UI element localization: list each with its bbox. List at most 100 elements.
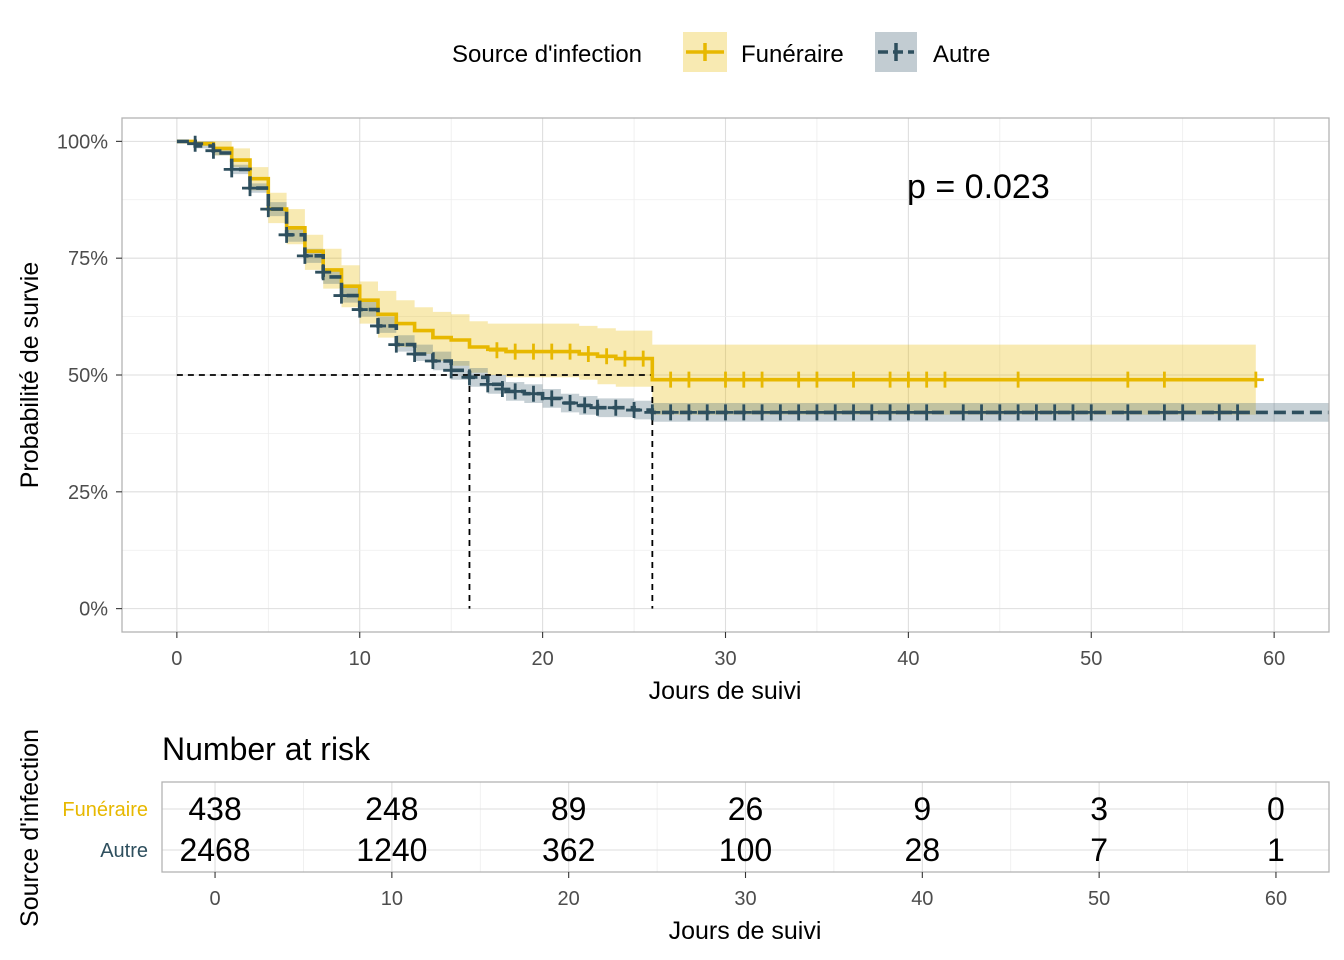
- censor-mark-autre: [845, 404, 862, 421]
- censor-mark-autre: [699, 404, 716, 421]
- censor-mark-autre: [589, 399, 606, 416]
- risk-count-cell: 2468: [179, 832, 250, 868]
- censor-mark-autre: [772, 404, 789, 421]
- censor-mark-autre: [790, 404, 807, 421]
- censor-mark-funeraire: [525, 343, 542, 360]
- censor-mark-autre: [735, 404, 752, 421]
- risk-count-cell: 1240: [356, 832, 427, 868]
- censor-mark-funeraire: [488, 342, 505, 359]
- x-tick-label: 20: [531, 648, 553, 670]
- censor-mark-funeraire: [882, 371, 899, 388]
- censor-marks: [187, 135, 1264, 421]
- censor-mark-funeraire: [735, 371, 752, 388]
- censor-mark-autre: [662, 404, 679, 421]
- risk-count-cell: 3: [1090, 791, 1108, 827]
- risk-table-cells: 438 248 89 26 9 3 0 2468 1240 362 100 28 7 1: [179, 791, 1284, 868]
- confidence-bands: [176, 141, 1329, 422]
- y-tick-label: 100%: [57, 131, 108, 153]
- censor-mark-autre: [1119, 404, 1136, 421]
- censor-mark-funeraire: [900, 371, 917, 388]
- censor-mark-autre: [680, 404, 697, 421]
- censor-mark-autre: [918, 404, 935, 421]
- censor-mark-funeraire: [507, 343, 524, 360]
- censor-mark-autre: [1156, 404, 1173, 421]
- censor-mark-funeraire: [543, 343, 560, 360]
- y-tick-label: 25%: [68, 482, 108, 504]
- risk-table-title: Number at risk: [162, 731, 371, 767]
- censor-mark-autre: [479, 376, 496, 393]
- y-axis-ticks: 0% 25% 50% 75% 100%: [57, 131, 122, 621]
- censor-mark-autre: [296, 247, 313, 264]
- censor-mark-autre: [576, 397, 593, 414]
- x-axis-ticks: 0 10 20 30 40 50 60: [171, 632, 1285, 670]
- x-tick-label: 0: [171, 648, 182, 670]
- risk-count-cell: 1: [1267, 832, 1285, 868]
- censor-mark-funeraire: [754, 371, 771, 388]
- risk-count-cell: 362: [542, 832, 595, 868]
- risk-row-label: Autre: [100, 840, 148, 862]
- censor-mark-funeraire: [936, 371, 953, 388]
- censor-mark-autre: [626, 402, 643, 419]
- censor-mark-funeraire: [1247, 371, 1264, 388]
- censor-mark-funeraire: [717, 371, 734, 388]
- censor-mark-autre: [525, 385, 542, 402]
- censor-mark-autre: [187, 135, 204, 152]
- censor-mark-autre: [955, 404, 972, 421]
- risk-table-grid: [162, 782, 1329, 872]
- censor-mark-autre: [333, 287, 350, 304]
- legend-title: Source d'infection: [452, 41, 642, 68]
- censor-mark-autre: [1229, 404, 1246, 421]
- censor-mark-autre: [543, 390, 560, 407]
- censor-mark-autre: [717, 404, 734, 421]
- censor-mark-autre: [900, 404, 917, 421]
- risk-count-cell: 0: [1267, 791, 1285, 827]
- censor-mark-autre: [863, 404, 880, 421]
- censor-mark-autre: [808, 404, 825, 421]
- censor-mark-autre: [991, 404, 1008, 421]
- censor-mark-autre: [1083, 404, 1100, 421]
- table-x-tick-label: 30: [734, 888, 756, 910]
- risk-count-cell: 438: [188, 791, 241, 827]
- survival-plot: 0 10 20 30 40 50 60 0%25%50%75%100% p = 0.023 …: [16, 117, 1330, 705]
- confidence-band-funeraire: [176, 141, 1256, 415]
- table-x-tick-label: 50: [1088, 888, 1110, 910]
- table-x-tick-label: 10: [381, 888, 403, 910]
- censor-mark-autre: [388, 336, 405, 353]
- censor-mark-autre: [1028, 404, 1045, 421]
- table-x-tick-label: 60: [1265, 888, 1287, 910]
- censor-mark-funeraire: [1119, 371, 1136, 388]
- censor-mark-funeraire: [616, 350, 633, 367]
- censor-mark-autre: [315, 264, 332, 281]
- risk-count-cell: 26: [728, 791, 764, 827]
- censor-mark-funeraire: [845, 371, 862, 388]
- risk-count-cell: 248: [365, 791, 418, 827]
- censor-mark-autre: [260, 201, 277, 218]
- risk-table-x-ticks: 0 10 20 30 40 50 60: [209, 872, 1287, 910]
- censor-mark-funeraire: [635, 350, 652, 367]
- censor-mark-autre: [973, 404, 990, 421]
- censor-mark-autre: [205, 142, 222, 159]
- x-tick-label: 40: [897, 648, 919, 670]
- x-tick-label: 50: [1080, 648, 1102, 670]
- risk-count-cell: 100: [719, 832, 772, 868]
- censor-mark-funeraire: [918, 371, 935, 388]
- p-value-annotation: p = 0.023: [907, 168, 1050, 206]
- censor-mark-funeraire: [808, 371, 825, 388]
- censor-mark-autre: [754, 404, 771, 421]
- censor-mark-autre: [507, 383, 524, 400]
- censor-mark-autre: [827, 404, 844, 421]
- censor-mark-autre: [882, 404, 899, 421]
- risk-count-cell: 7: [1090, 832, 1108, 868]
- censor-mark-autre: [406, 345, 423, 362]
- censor-mark-autre: [1174, 404, 1191, 421]
- censor-mark-autre: [1211, 404, 1228, 421]
- risk-count-cell: 89: [551, 791, 587, 827]
- censor-mark-autre: [1010, 404, 1027, 421]
- censor-mark-autre: [351, 301, 368, 318]
- censor-mark-autre: [461, 369, 478, 386]
- censor-mark-funeraire: [1010, 371, 1027, 388]
- x-axis-label: Jours de suivi: [649, 677, 802, 705]
- censor-mark-autre: [370, 317, 387, 334]
- y-axis-label: Probabilité de survie: [16, 262, 44, 489]
